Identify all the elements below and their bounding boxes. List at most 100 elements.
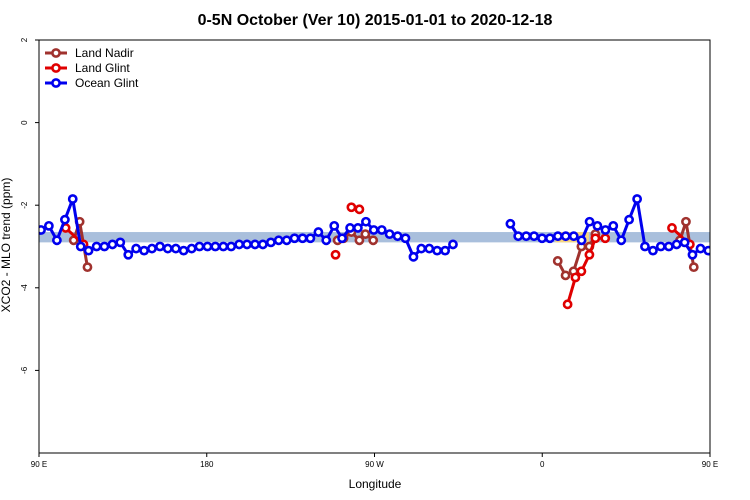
- x-tick-label-3: 0: [540, 460, 545, 469]
- y-tick-label-2: -2: [20, 201, 29, 209]
- land-glint-point-3-5: [600, 233, 611, 244]
- land-glint-point-4-0: [667, 223, 677, 233]
- ocean-glint-point-0-20: [194, 241, 205, 252]
- ocean-glint-point-0-28: [257, 239, 268, 250]
- ocean-glint-point-1-5: [544, 233, 555, 244]
- ocean-glint-point-1-16: [632, 194, 643, 204]
- ocean-glint-point-1-4: [537, 233, 547, 244]
- ocean-glint-point-0-11: [123, 249, 134, 260]
- ocean-glint-point-0-5: [75, 241, 86, 252]
- land-glint-point-1-0: [330, 249, 341, 260]
- ocean-glint-point-0-39: [345, 223, 355, 233]
- ocean-glint-point-0-7: [91, 241, 102, 252]
- ocean-glint-point-0-50: [432, 245, 443, 256]
- ocean-glint-point-1-22: [679, 237, 690, 248]
- ocean-glint-point-0-37: [329, 220, 340, 231]
- ocean-glint-point-0-41: [361, 216, 371, 227]
- ocean-glint-point-0-15: [155, 241, 165, 252]
- ocean-glint-point-1-15: [624, 214, 635, 225]
- ocean-glint-point-0-45: [392, 231, 403, 242]
- ocean-glint-point-0-49: [424, 243, 435, 254]
- ocean-glint-point-1-18: [648, 245, 658, 256]
- ocean-glint-point-0-25: [234, 239, 245, 250]
- ocean-glint-point-1-21: [671, 239, 682, 250]
- ocean-glint-point-0-40: [353, 223, 363, 233]
- legend-label-land-glint: Land Glint: [75, 61, 130, 75]
- ocean-glint-point-1-12: [600, 225, 611, 235]
- x-axis-label: Longitude: [349, 477, 402, 491]
- ocean-glint-point-0-47: [408, 251, 419, 262]
- ocean-glint-point-0-4: [67, 194, 78, 204]
- ocean-glint-point-1-29: [736, 245, 743, 252]
- ocean-glint-point-0-18: [178, 245, 189, 256]
- legend-marker-land-nadir: [51, 48, 61, 58]
- ocean-glint-point-0-1: [43, 220, 54, 231]
- land-glint-point-3-3: [584, 249, 595, 260]
- ocean-glint-point-0-26: [242, 239, 252, 250]
- land-glint-point-2-1: [354, 204, 365, 215]
- chart-title: 0-5N October (Ver 10) 2015-01-01 to 2020…: [198, 12, 553, 29]
- ocean-glint-point-0-33: [297, 233, 308, 244]
- ocean-glint-point-1-17: [640, 241, 650, 252]
- land-nadir-point-0-2: [82, 262, 93, 273]
- ocean-glint-point-0-23: [218, 241, 229, 252]
- ocean-glint-point-1-3: [529, 231, 539, 242]
- ocean-glint-point-1-20: [663, 241, 674, 252]
- ocean-glint-point-1-11: [592, 220, 603, 231]
- legend-label-ocean-glint: Ocean Glint: [75, 76, 139, 90]
- ocean-glint-point-1-25: [703, 245, 710, 256]
- ocean-glint-point-0-17: [170, 243, 181, 254]
- ocean-glint-point-0-16: [162, 243, 173, 254]
- ocean-glint-point-0-19: [186, 243, 197, 254]
- y-tick-label-1: 0: [20, 120, 29, 125]
- land-nadir-point-2-0: [552, 256, 563, 266]
- y-tick-label-0: 2: [20, 37, 29, 42]
- land-glint-point-3-1: [570, 272, 581, 283]
- x-tick-label-0: 90 E: [31, 460, 47, 469]
- ocean-glint-point-0-2: [51, 235, 62, 246]
- ocean-glint-point-0-0: [39, 225, 46, 235]
- x-tick-label-4: 90 E: [702, 460, 718, 469]
- land-glint-point-3-4: [590, 233, 601, 244]
- legend-label-land-nadir: Land Nadir: [75, 46, 134, 60]
- y-tick-label-3: -4: [20, 284, 29, 292]
- land-nadir-point-2-1: [560, 270, 571, 281]
- ocean-glint-point-0-22: [210, 241, 221, 252]
- ocean-glint-point-0-13: [139, 245, 150, 256]
- y-tick-label-4: -6: [20, 366, 29, 374]
- ocean-glint-point-0-12: [131, 243, 142, 254]
- land-glint-point-2-0: [346, 202, 357, 213]
- ocean-glint-point-0-29: [265, 237, 276, 248]
- ocean-glint-point-1-23: [687, 249, 698, 260]
- ocean-glint-point-0-10: [115, 237, 126, 248]
- plot-area: [39, 194, 743, 310]
- ocean-glint-point-0-27: [250, 239, 260, 250]
- land-glint-point-3-2: [576, 266, 587, 277]
- land-glint-point-3-0: [562, 299, 573, 310]
- ocean-glint-point-0-48: [416, 243, 427, 254]
- ocean-glint-point-0-35: [313, 227, 324, 237]
- land-nadir-point-3-2: [688, 262, 699, 273]
- land-nadir-point-3-1: [681, 216, 691, 227]
- ocean-glint-point-0-31: [281, 235, 292, 246]
- ocean-glint-point-1-6: [553, 231, 563, 242]
- ocean-glint-point-0-44: [384, 229, 395, 240]
- ocean-glint-point-0-9: [107, 239, 118, 250]
- ocean-glint-point-1-1: [513, 231, 524, 242]
- ocean-glint-point-0-24: [226, 241, 237, 252]
- ocean-glint-point-1-9: [576, 235, 587, 246]
- ocean-glint-point-1-19: [655, 241, 666, 252]
- ocean-glint-point-1-2: [521, 231, 532, 242]
- ocean-glint-line-1: [509, 197, 710, 257]
- ocean-glint-point-0-42: [368, 225, 379, 235]
- ocean-glint-point-1-28: [729, 245, 736, 252]
- land-nadir-point-1-4: [360, 229, 371, 240]
- ocean-glint-point-1-8: [568, 231, 579, 242]
- ocean-glint-point-0-38: [337, 233, 347, 244]
- ocean-glint-point-0-52: [448, 239, 458, 250]
- ocean-glint-point-1-14: [616, 235, 627, 246]
- ocean-glint-point-1-0: [505, 218, 516, 229]
- ocean-glint-point-0-30: [273, 235, 284, 246]
